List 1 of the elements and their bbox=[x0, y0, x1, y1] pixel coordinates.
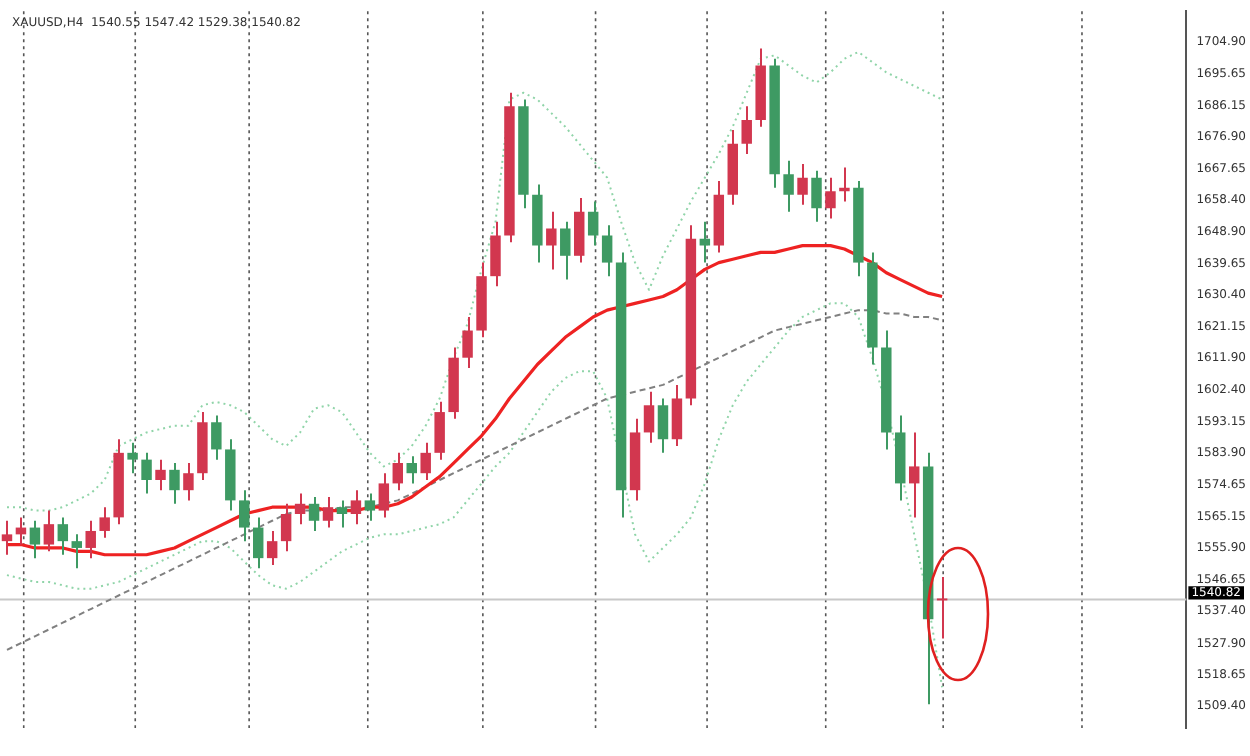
line-series bbox=[5, 50, 944, 512]
